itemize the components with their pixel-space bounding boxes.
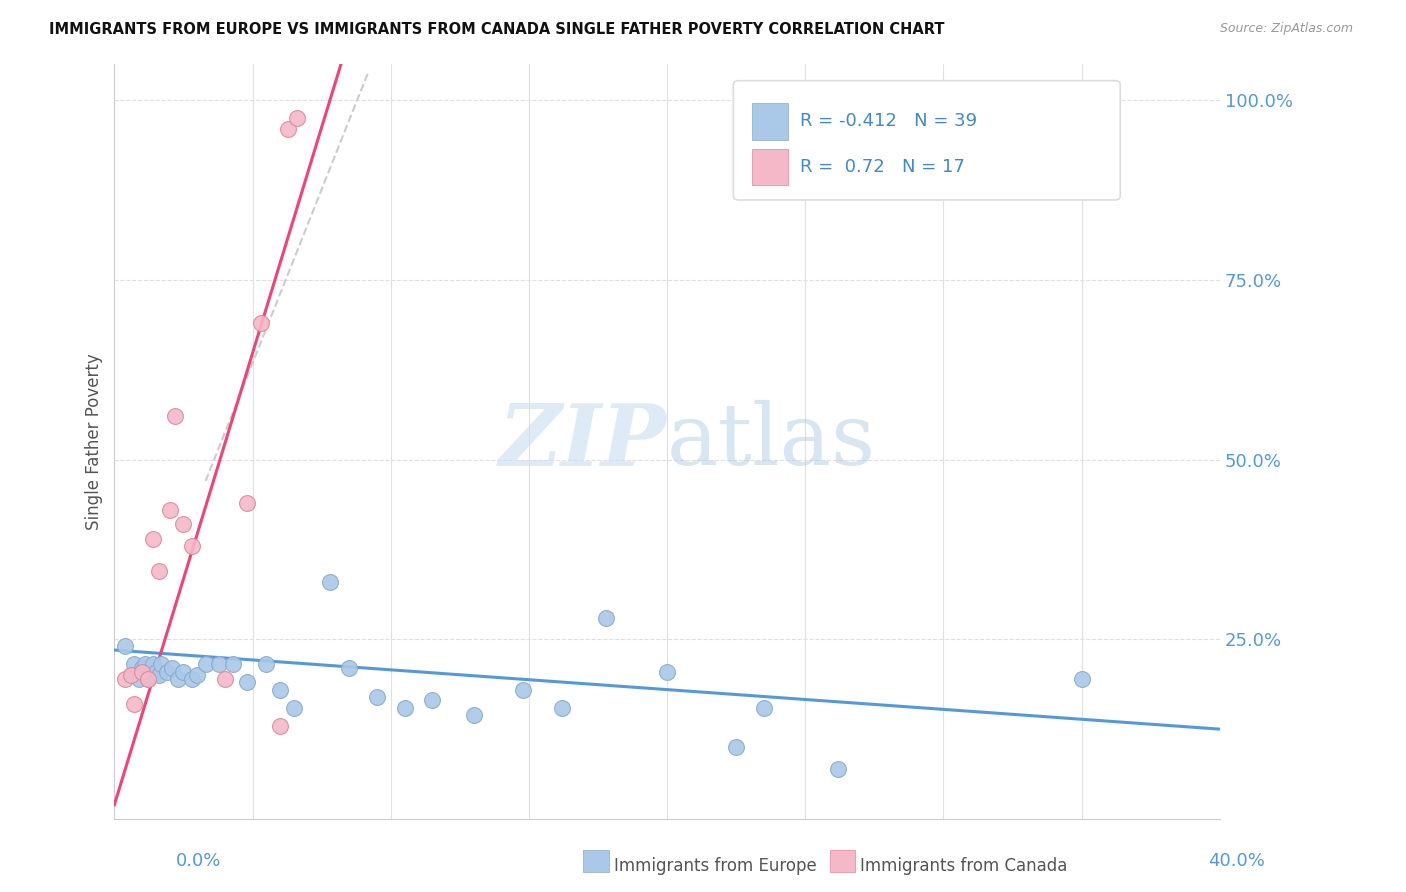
- Point: [655, 665, 678, 679]
- Text: IMMIGRANTS FROM EUROPE VS IMMIGRANTS FROM CANADA SINGLE FATHER POVERTY CORRELATI: IMMIGRANTS FROM EUROPE VS IMMIGRANTS FRO…: [49, 22, 945, 37]
- Point: [180, 539, 202, 553]
- Point: [1070, 672, 1092, 686]
- Point: [142, 657, 165, 672]
- Point: [269, 718, 291, 732]
- Point: [250, 316, 273, 330]
- Point: [337, 661, 360, 675]
- Point: [725, 740, 748, 755]
- Point: [283, 700, 305, 714]
- FancyBboxPatch shape: [734, 80, 1121, 200]
- Text: ZIP: ZIP: [499, 400, 666, 483]
- Point: [186, 668, 208, 682]
- Point: [139, 668, 162, 682]
- Point: [236, 496, 259, 510]
- Text: R =  0.72   N = 17: R = 0.72 N = 17: [800, 158, 965, 176]
- Point: [366, 690, 388, 704]
- Point: [120, 668, 142, 682]
- Point: [277, 121, 299, 136]
- Y-axis label: Single Father Poverty: Single Father Poverty: [86, 353, 103, 530]
- Point: [122, 697, 145, 711]
- Point: [512, 682, 534, 697]
- Point: [173, 517, 195, 532]
- Point: [827, 762, 849, 776]
- Point: [208, 657, 231, 672]
- Point: [148, 668, 170, 682]
- Point: [131, 665, 153, 679]
- Text: 40.0%: 40.0%: [1209, 852, 1265, 870]
- Point: [752, 700, 775, 714]
- Text: Immigrants from Europe: Immigrants from Europe: [614, 857, 817, 875]
- Point: [269, 682, 291, 697]
- Point: [162, 661, 184, 675]
- Point: [236, 675, 259, 690]
- Point: [148, 564, 170, 578]
- Point: [150, 657, 173, 672]
- Text: 0.0%: 0.0%: [176, 852, 221, 870]
- Bar: [752, 103, 787, 139]
- Point: [595, 610, 617, 624]
- Point: [145, 665, 167, 679]
- Point: [114, 672, 136, 686]
- Point: [159, 503, 181, 517]
- Point: [156, 665, 179, 679]
- Point: [214, 672, 236, 686]
- Point: [194, 657, 217, 672]
- Point: [142, 532, 165, 546]
- Point: [180, 672, 202, 686]
- Text: R = -0.412   N = 39: R = -0.412 N = 39: [800, 112, 977, 130]
- Point: [134, 657, 156, 672]
- Point: [463, 707, 485, 722]
- Point: [319, 574, 342, 589]
- Point: [167, 672, 190, 686]
- Text: Immigrants from Canada: Immigrants from Canada: [860, 857, 1067, 875]
- Point: [420, 693, 443, 707]
- Point: [173, 665, 195, 679]
- Point: [122, 657, 145, 672]
- Point: [254, 657, 277, 672]
- Point: [114, 640, 136, 654]
- Text: Source: ZipAtlas.com: Source: ZipAtlas.com: [1219, 22, 1353, 36]
- Text: atlas: atlas: [666, 400, 876, 483]
- Point: [136, 672, 159, 686]
- Point: [128, 672, 150, 686]
- Point: [136, 672, 159, 686]
- Point: [120, 668, 142, 682]
- Point: [165, 409, 187, 424]
- Point: [551, 700, 574, 714]
- Point: [131, 661, 153, 675]
- Point: [394, 700, 416, 714]
- Point: [285, 111, 308, 125]
- Bar: [752, 149, 787, 185]
- Point: [222, 657, 245, 672]
